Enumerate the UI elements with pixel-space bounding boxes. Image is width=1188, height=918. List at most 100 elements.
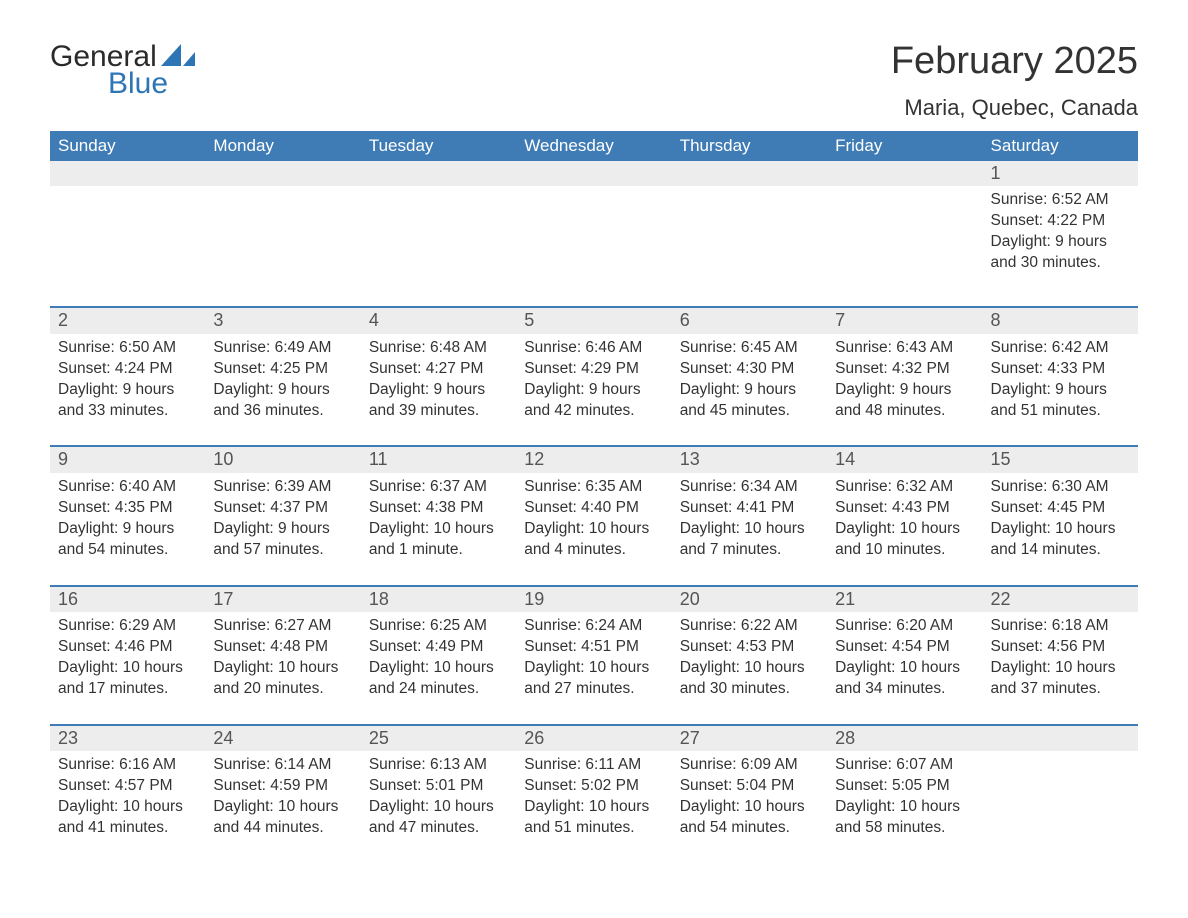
day-number: 3	[205, 308, 360, 333]
daylight-text: Daylight: 10 hours and 20 minutes.	[213, 658, 352, 700]
day-number: 11	[361, 447, 516, 472]
sunrise-text: Sunrise: 6:22 AM	[680, 616, 819, 637]
day-cell: 8Sunrise: 6:42 AMSunset: 4:33 PMDaylight…	[983, 307, 1138, 446]
week-row: 9Sunrise: 6:40 AMSunset: 4:35 PMDaylight…	[50, 446, 1138, 585]
sunrise-text: Sunrise: 6:35 AM	[524, 477, 663, 498]
sunset-text: Sunset: 4:38 PM	[369, 498, 508, 519]
sunset-text: Sunset: 5:04 PM	[680, 776, 819, 797]
daylight-text: Daylight: 10 hours and 17 minutes.	[58, 658, 197, 700]
day-body: Sunrise: 6:49 AMSunset: 4:25 PMDaylight:…	[205, 334, 360, 446]
sunset-text: Sunset: 4:22 PM	[991, 211, 1130, 232]
day-cell: 28Sunrise: 6:07 AMSunset: 5:05 PMDayligh…	[827, 725, 982, 863]
sunrise-text: Sunrise: 6:13 AM	[369, 755, 508, 776]
day-number: 12	[516, 447, 671, 472]
day-body: Sunrise: 6:50 AMSunset: 4:24 PMDaylight:…	[50, 334, 205, 446]
day-cell	[50, 161, 205, 307]
logo: General Blue	[50, 40, 195, 101]
month-title: February 2025	[891, 40, 1138, 83]
day-body: Sunrise: 6:16 AMSunset: 4:57 PMDaylight:…	[50, 751, 205, 863]
daylight-text: Daylight: 9 hours and 36 minutes.	[213, 380, 352, 422]
day-cell: 12Sunrise: 6:35 AMSunset: 4:40 PMDayligh…	[516, 446, 671, 585]
day-cell	[827, 161, 982, 307]
day-body: Sunrise: 6:27 AMSunset: 4:48 PMDaylight:…	[205, 612, 360, 724]
daylight-text: Daylight: 10 hours and 24 minutes.	[369, 658, 508, 700]
day-number: 21	[827, 587, 982, 612]
sunrise-text: Sunrise: 6:49 AM	[213, 338, 352, 359]
day-number: 28	[827, 726, 982, 751]
sunrise-text: Sunrise: 6:48 AM	[369, 338, 508, 359]
day-body: Sunrise: 6:22 AMSunset: 4:53 PMDaylight:…	[672, 612, 827, 724]
day-body: Sunrise: 6:42 AMSunset: 4:33 PMDaylight:…	[983, 334, 1138, 446]
daylight-text: Daylight: 10 hours and 37 minutes.	[991, 658, 1130, 700]
day-cell: 17Sunrise: 6:27 AMSunset: 4:48 PMDayligh…	[205, 586, 360, 725]
day-number: 9	[50, 447, 205, 472]
day-cell: 18Sunrise: 6:25 AMSunset: 4:49 PMDayligh…	[361, 586, 516, 725]
day-number-empty	[827, 161, 982, 186]
day-number: 15	[983, 447, 1138, 472]
day-body: Sunrise: 6:35 AMSunset: 4:40 PMDaylight:…	[516, 473, 671, 585]
title-block: February 2025 Maria, Quebec, Canada	[891, 40, 1138, 131]
week-row: 2Sunrise: 6:50 AMSunset: 4:24 PMDaylight…	[50, 307, 1138, 446]
day-number: 8	[983, 308, 1138, 333]
day-number: 20	[672, 587, 827, 612]
day-body: Sunrise: 6:29 AMSunset: 4:46 PMDaylight:…	[50, 612, 205, 724]
dayheader-sunday: Sunday	[50, 131, 205, 161]
location: Maria, Quebec, Canada	[891, 95, 1138, 121]
sunset-text: Sunset: 4:57 PM	[58, 776, 197, 797]
sunrise-text: Sunrise: 6:29 AM	[58, 616, 197, 637]
day-body: Sunrise: 6:34 AMSunset: 4:41 PMDaylight:…	[672, 473, 827, 585]
dayheader-saturday: Saturday	[983, 131, 1138, 161]
dayheader-thursday: Thursday	[672, 131, 827, 161]
day-number: 2	[50, 308, 205, 333]
dayheader-tuesday: Tuesday	[361, 131, 516, 161]
daylight-text: Daylight: 10 hours and 44 minutes.	[213, 797, 352, 839]
sunrise-text: Sunrise: 6:25 AM	[369, 616, 508, 637]
day-cell: 2Sunrise: 6:50 AMSunset: 4:24 PMDaylight…	[50, 307, 205, 446]
sunrise-text: Sunrise: 6:50 AM	[58, 338, 197, 359]
daylight-text: Daylight: 9 hours and 30 minutes.	[991, 232, 1130, 274]
dayheader-wednesday: Wednesday	[516, 131, 671, 161]
day-body	[50, 186, 205, 306]
sunset-text: Sunset: 4:24 PM	[58, 359, 197, 380]
day-cell	[205, 161, 360, 307]
day-body: Sunrise: 6:40 AMSunset: 4:35 PMDaylight:…	[50, 473, 205, 585]
day-body: Sunrise: 6:14 AMSunset: 4:59 PMDaylight:…	[205, 751, 360, 863]
daylight-text: Daylight: 10 hours and 4 minutes.	[524, 519, 663, 561]
sunrise-text: Sunrise: 6:37 AM	[369, 477, 508, 498]
daylight-text: Daylight: 9 hours and 57 minutes.	[213, 519, 352, 561]
sunset-text: Sunset: 4:29 PM	[524, 359, 663, 380]
day-cell	[516, 161, 671, 307]
day-body: Sunrise: 6:24 AMSunset: 4:51 PMDaylight:…	[516, 612, 671, 724]
day-body	[983, 751, 1138, 861]
day-cell: 15Sunrise: 6:30 AMSunset: 4:45 PMDayligh…	[983, 446, 1138, 585]
day-cell: 5Sunrise: 6:46 AMSunset: 4:29 PMDaylight…	[516, 307, 671, 446]
sunrise-text: Sunrise: 6:46 AM	[524, 338, 663, 359]
sunset-text: Sunset: 4:37 PM	[213, 498, 352, 519]
day-body: Sunrise: 6:30 AMSunset: 4:45 PMDaylight:…	[983, 473, 1138, 585]
day-number: 24	[205, 726, 360, 751]
dayheader-monday: Monday	[205, 131, 360, 161]
sunset-text: Sunset: 4:45 PM	[991, 498, 1130, 519]
day-cell: 21Sunrise: 6:20 AMSunset: 4:54 PMDayligh…	[827, 586, 982, 725]
sunset-text: Sunset: 4:54 PM	[835, 637, 974, 658]
sunrise-text: Sunrise: 6:45 AM	[680, 338, 819, 359]
day-body	[361, 186, 516, 306]
sunrise-text: Sunrise: 6:30 AM	[991, 477, 1130, 498]
logo-word-2: Blue	[108, 67, 195, 101]
daylight-text: Daylight: 10 hours and 51 minutes.	[524, 797, 663, 839]
sunset-text: Sunset: 4:41 PM	[680, 498, 819, 519]
week-row: 1Sunrise: 6:52 AMSunset: 4:22 PMDaylight…	[50, 161, 1138, 307]
day-body: Sunrise: 6:11 AMSunset: 5:02 PMDaylight:…	[516, 751, 671, 863]
daylight-text: Daylight: 9 hours and 39 minutes.	[369, 380, 508, 422]
daylight-text: Daylight: 10 hours and 34 minutes.	[835, 658, 974, 700]
day-body: Sunrise: 6:09 AMSunset: 5:04 PMDaylight:…	[672, 751, 827, 863]
sunrise-text: Sunrise: 6:27 AM	[213, 616, 352, 637]
day-cell: 11Sunrise: 6:37 AMSunset: 4:38 PMDayligh…	[361, 446, 516, 585]
sunset-text: Sunset: 5:02 PM	[524, 776, 663, 797]
sunset-text: Sunset: 4:25 PM	[213, 359, 352, 380]
sunset-text: Sunset: 4:51 PM	[524, 637, 663, 658]
sunrise-text: Sunrise: 6:32 AM	[835, 477, 974, 498]
day-cell: 24Sunrise: 6:14 AMSunset: 4:59 PMDayligh…	[205, 725, 360, 863]
day-cell: 14Sunrise: 6:32 AMSunset: 4:43 PMDayligh…	[827, 446, 982, 585]
sunset-text: Sunset: 4:53 PM	[680, 637, 819, 658]
